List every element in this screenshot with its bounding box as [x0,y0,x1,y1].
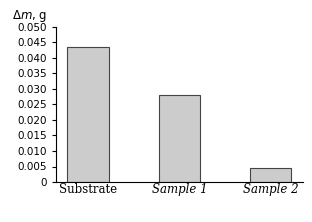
Text: $\Delta m$, g: $\Delta m$, g [12,8,47,24]
Text: Sample 2: Sample 2 [243,183,299,196]
Bar [250,168,291,182]
Bar [159,95,200,182]
Text: Substrate: Substrate [59,183,117,196]
Bar [67,47,109,182]
Text: Sample 1: Sample 1 [152,183,207,196]
